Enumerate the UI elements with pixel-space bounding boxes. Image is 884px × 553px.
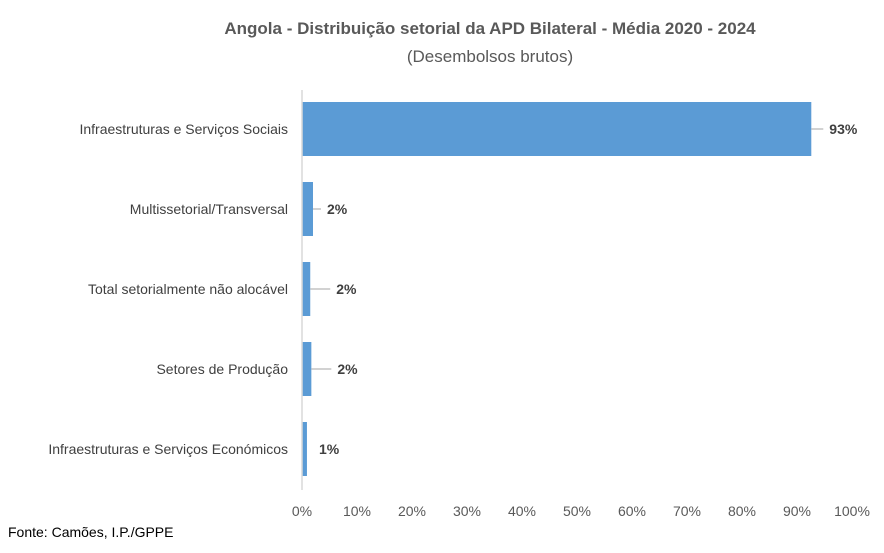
bar xyxy=(302,422,307,476)
category-label: Total setorialmente não alocável xyxy=(88,281,288,297)
data-label: 93% xyxy=(829,121,858,137)
x-tick-label: 10% xyxy=(343,503,371,519)
x-tick-label: 0% xyxy=(292,503,312,519)
category-label: Infraestruturas e Serviços Económicos xyxy=(48,441,288,457)
x-tick-label: 100% xyxy=(834,503,870,519)
x-tick-label: 50% xyxy=(563,503,591,519)
x-tick-label: 40% xyxy=(508,503,536,519)
x-tick-label: 70% xyxy=(673,503,701,519)
data-label: 2% xyxy=(327,201,348,217)
data-label: 1% xyxy=(319,441,340,457)
source-note: Fonte: Camões, I.P./GPPE xyxy=(8,524,173,540)
x-tick-label: 30% xyxy=(453,503,481,519)
chart-title: Angola - Distribuição setorial da APD Bi… xyxy=(224,19,756,38)
x-tick-label: 80% xyxy=(728,503,756,519)
bar xyxy=(302,182,313,236)
x-tick-label: 20% xyxy=(398,503,426,519)
chart-subtitle: (Desembolsos brutos) xyxy=(407,47,573,66)
category-label: Infraestruturas e Serviços Sociais xyxy=(79,121,288,137)
bar xyxy=(302,262,311,316)
bar xyxy=(302,342,312,396)
x-tick-label: 60% xyxy=(618,503,646,519)
data-label: 2% xyxy=(337,361,358,377)
category-label: Setores de Produção xyxy=(156,361,288,377)
category-label: Multissetorial/Transversal xyxy=(130,201,288,217)
data-label: 2% xyxy=(336,281,357,297)
bar xyxy=(302,102,812,156)
x-tick-label: 90% xyxy=(783,503,811,519)
